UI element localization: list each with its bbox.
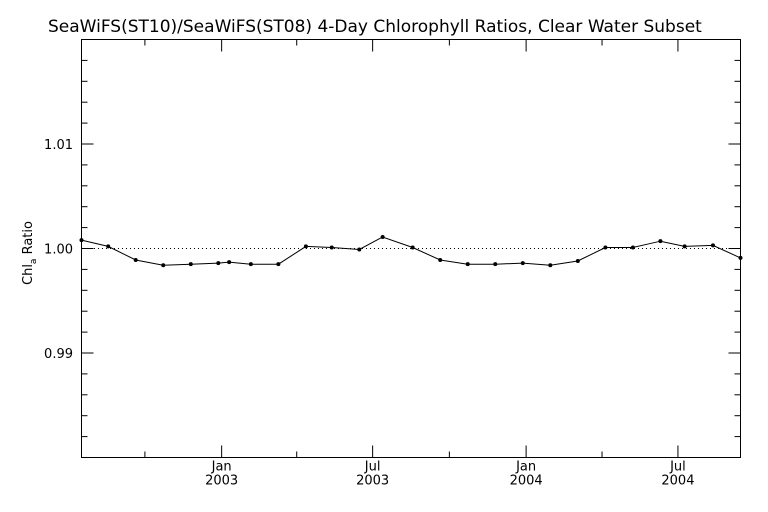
y-tick-label: 0.99 [44, 347, 73, 362]
y-tick-label: 1.00 [44, 243, 73, 258]
series-line [81, 236, 741, 266]
y-axis-label-rest: Ratio [21, 221, 36, 259]
chart-title: SeaWiFS(ST10)/SeaWiFS(ST08) 4-Day Chloro… [48, 17, 702, 37]
data-point [738, 255, 743, 260]
data-point [329, 245, 334, 250]
data-point [106, 244, 111, 249]
data-point [548, 263, 553, 268]
x-tick-month: Jan [515, 460, 536, 475]
data-point [465, 262, 470, 267]
data-point [79, 238, 84, 243]
data-point [658, 239, 663, 244]
data-point [710, 243, 715, 248]
data-point [216, 261, 221, 266]
data-point [227, 260, 232, 265]
y-axis-label-main: Chl [21, 264, 36, 285]
data-point [188, 262, 193, 267]
x-tick-year: 2004 [661, 474, 694, 489]
data-point [410, 245, 415, 250]
data-point [493, 262, 498, 267]
x-tick-month: Jul [364, 460, 381, 475]
data-point [682, 244, 687, 249]
data-point [357, 247, 362, 252]
data-point [630, 245, 635, 250]
y-axis-label: Chla Ratio [21, 221, 39, 285]
data-point [248, 262, 253, 267]
x-tick-month: Jul [669, 460, 686, 475]
x-tick-year: 2004 [510, 474, 543, 489]
data-point [603, 245, 608, 250]
data-point [133, 257, 138, 262]
data-point [161, 263, 166, 268]
y-axis-label-subscript: a [29, 259, 39, 265]
x-tick-year: 2003 [205, 474, 238, 489]
data-point [575, 259, 580, 264]
y-tick-label: 1.01 [44, 138, 73, 153]
data-point [438, 257, 443, 262]
x-tick-month: Jan [211, 460, 232, 475]
data-point [380, 235, 385, 240]
data-point [276, 262, 281, 267]
data-point [303, 244, 308, 249]
x-tick-year: 2003 [356, 474, 389, 489]
data-point [520, 261, 525, 266]
